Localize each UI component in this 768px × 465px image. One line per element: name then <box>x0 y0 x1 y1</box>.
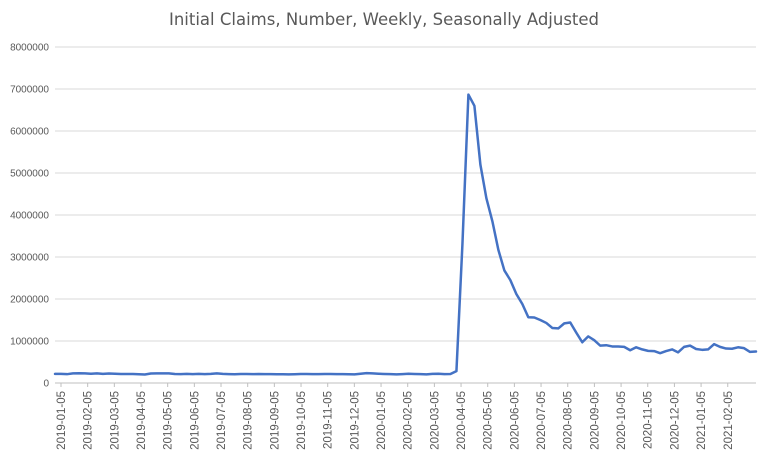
x-tick-label: 2020-01-05 <box>376 391 388 450</box>
x-tick-label: 2021-01-05 <box>696 391 708 450</box>
y-axis: 0 1000000 2000000 3000000 4000000 5000000 6000… <box>10 43 49 390</box>
y-tick-label: 6000000 <box>10 127 49 138</box>
x-tick-label: 2019-04-05 <box>136 391 148 450</box>
x-tick-label: 2019-12-05 <box>349 391 361 450</box>
x-tick-label: 2020-04-05 <box>456 391 468 450</box>
x-tick-label: 2020-11-05 <box>643 391 655 449</box>
x-tick-label: 2019-11-05 <box>323 391 335 449</box>
x-tick-label: 2020-06-05 <box>509 391 521 450</box>
y-tick-label: 7000000 <box>10 85 49 96</box>
chart-title: Initial Claims, Number, Weekly, Seasonal… <box>168 10 600 29</box>
y-tick-label: 5000000 <box>10 169 49 180</box>
x-tick-label: 2019-10-05 <box>296 391 308 450</box>
series-line <box>53 93 758 376</box>
x-tick-label: 2019-06-05 <box>189 391 201 450</box>
x-tick-label: 2019-07-05 <box>216 391 228 450</box>
x-tick-label: 2020-08-05 <box>563 391 575 450</box>
x-tick-label: 2020-02-05 <box>403 391 415 450</box>
y-tick-label: 4000000 <box>10 211 49 222</box>
x-tick-label: 2020-05-05 <box>483 391 495 450</box>
x-tick-label: 2019-01-05 <box>56 391 68 450</box>
x-tick-label: 2020-12-05 <box>669 391 681 450</box>
x-axis: 2019-01-05 2019-02-05 2019-03-05 2019-04-05… <box>56 383 735 450</box>
x-tick-label: 2019-08-05 <box>243 391 255 450</box>
x-tick-label: 2019-05-05 <box>163 391 175 450</box>
x-tick-label: 2019-03-05 <box>109 391 121 450</box>
x-tick-label: 2020-10-05 <box>616 391 628 450</box>
grid-lines <box>55 46 756 384</box>
y-tick-label: 2000000 <box>10 295 49 306</box>
x-tick-label: 2020-07-05 <box>536 391 548 450</box>
x-tick-label: 2019-09-05 <box>269 391 281 450</box>
y-tick-label: 3000000 <box>10 253 49 264</box>
x-tick-label: 2019-02-05 <box>83 391 95 450</box>
y-tick-label: 1000000 <box>10 337 49 348</box>
y-tick-label: 0 <box>43 379 49 390</box>
x-tick-label: 2020-03-05 <box>429 391 441 450</box>
series-layer <box>53 93 758 376</box>
x-tick-label: 2021-02-05 <box>723 391 735 450</box>
y-tick-label: 8000000 <box>10 43 49 54</box>
x-tick-label: 2020-09-05 <box>589 391 601 450</box>
